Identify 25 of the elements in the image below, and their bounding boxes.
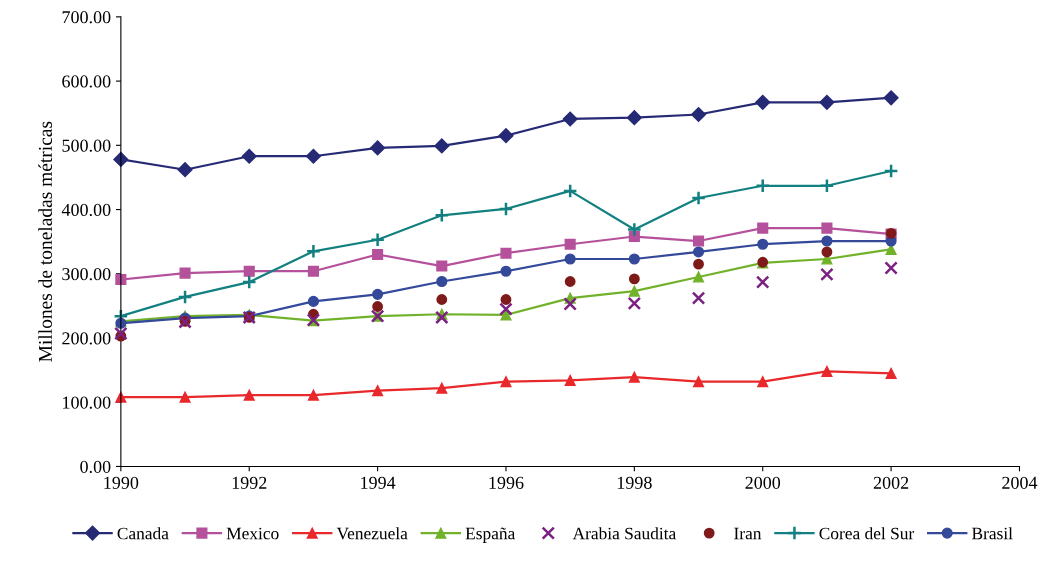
legend-label: Venezuela: [336, 527, 408, 540]
y-tick-label: 300.00: [62, 268, 111, 281]
y-axis-title: Millones de toneladas métricas: [38, 121, 52, 362]
x-tick-label: 2000: [745, 476, 781, 489]
y-tick-label: 0.00: [80, 460, 111, 473]
y-tick-label: 600.00: [62, 75, 111, 88]
x-tick-label: 1998: [617, 476, 652, 489]
legend-label: Brasil: [972, 527, 1013, 540]
legend-label: Canada: [117, 527, 169, 540]
legend-label: Corea del Sur: [819, 527, 915, 540]
x-tick-label: 2004: [1002, 476, 1038, 489]
y-tick-label: 500.00: [62, 139, 111, 152]
legend-label: Iran: [734, 527, 762, 540]
x-tick-label: 1990: [104, 476, 139, 489]
y-tick-label: 100.00: [63, 396, 111, 409]
legend-label: España: [465, 527, 516, 543]
legend-label: Mexico: [226, 527, 279, 540]
y-tick-label: 400.00: [61, 203, 111, 217]
legend-label: Arabia Saudita: [572, 527, 676, 540]
x-tick-label: 1996: [489, 476, 524, 489]
y-tick-label: 200.00: [62, 332, 111, 345]
x-tick-label: 2002: [873, 476, 909, 489]
x-tick-label: 1994: [361, 476, 396, 489]
y-tick-label: 700.00: [62, 11, 111, 24]
x-tick-label: 1992: [232, 476, 267, 489]
